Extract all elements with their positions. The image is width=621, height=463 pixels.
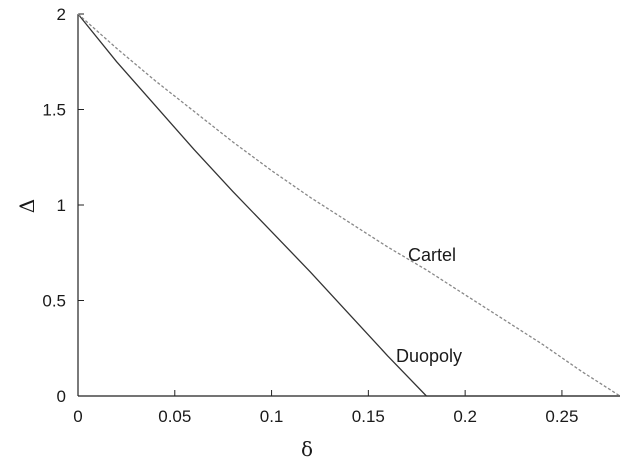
series-label-cartel: Cartel <box>408 245 456 265</box>
x-tick-label-1: 0.05 <box>158 407 191 426</box>
y-tick-label-0: 0 <box>57 387 66 406</box>
x-axis-title: δ <box>301 437 313 461</box>
y-tick-label-3: 1.5 <box>42 101 66 120</box>
y-tick-label-2: 1 <box>57 196 66 215</box>
x-tick-label-5: 0.25 <box>545 407 578 426</box>
x-tick-label-0: 0 <box>73 407 82 426</box>
series-layer <box>77 13 621 397</box>
y-axis-title: Δ <box>15 199 39 213</box>
x-tick-label-3: 0.15 <box>352 407 385 426</box>
axes: 0 0.05 0.1 0.15 0.2 0.25 0 0.5 1 1.5 2 <box>42 5 620 426</box>
x-tick-label-2: 0.1 <box>260 407 284 426</box>
y-tick-label-4: 2 <box>57 5 66 24</box>
series-line-duopoly <box>77 13 620 397</box>
x-tick-label-4: 0.2 <box>453 407 477 426</box>
series-line-cartel <box>77 13 621 397</box>
labels: δ Δ Cartel Duopoly <box>15 199 462 461</box>
y-tick-label-1: 0.5 <box>42 292 66 311</box>
series-label-duopoly: Duopoly <box>396 346 462 366</box>
